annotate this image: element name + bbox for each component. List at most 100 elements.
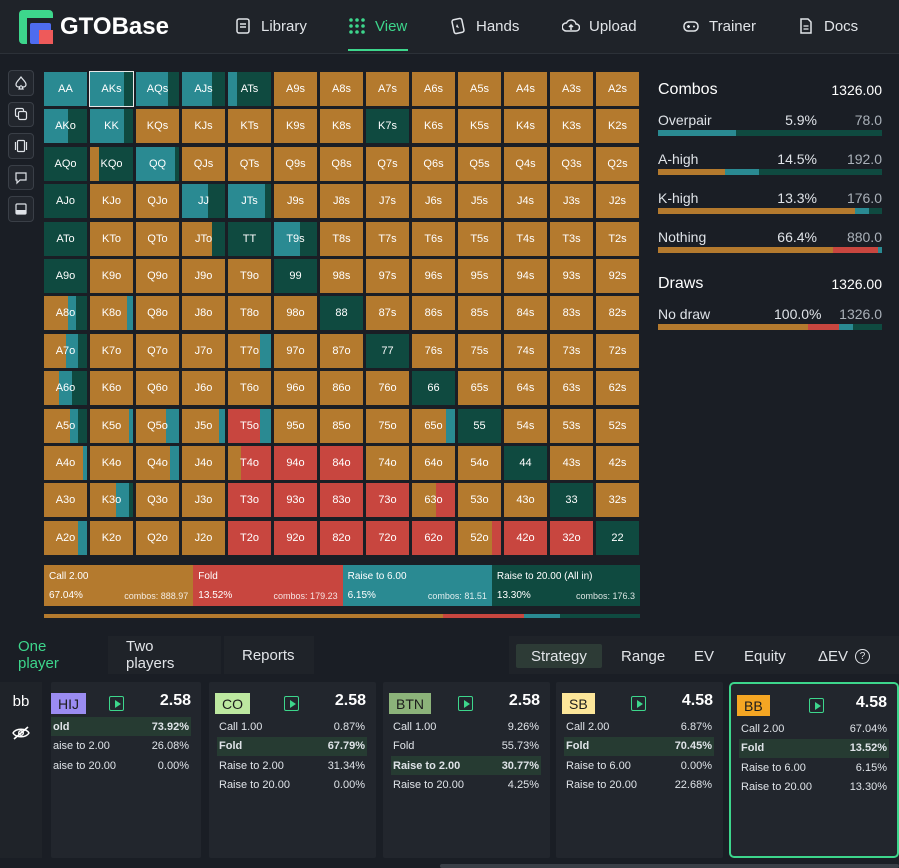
hand-cell-A9s[interactable]: A9s [273,71,318,107]
hand-cell-QJo[interactable]: QJo [135,183,180,220]
action-row[interactable]: Fold 67.79% [217,736,367,756]
hand-cell-97s[interactable]: 97s [365,258,410,294]
nav-docs[interactable]: Docs [797,17,858,35]
hand-cell-32s[interactable]: 32s [595,482,640,519]
hand-cell-Q2o[interactable]: Q2o [135,519,180,556]
hand-cell-A4s[interactable]: A4s [503,71,548,107]
hand-cell-75o[interactable]: 75o [365,407,410,444]
hand-cell-85s[interactable]: 85s [457,295,502,332]
logo-icon[interactable] [19,10,53,44]
hand-cell-A2o[interactable]: A2o [43,519,88,556]
legend-call[interactable]: Call 2.00 67.04% combos: 888.97 [44,565,194,606]
hand-cell-KTs[interactable]: KTs [227,108,272,145]
hand-cell-Q6o[interactable]: Q6o [135,370,180,407]
action-row[interactable]: Raise to 6.00 0.00% [564,756,714,775]
hand-cell-K7s[interactable]: K7s [365,108,410,145]
hand-cell-33[interactable]: 33 [549,482,594,519]
hand-cell-Q9s[interactable]: Q9s [273,145,318,182]
hand-cell-J9o[interactable]: J9o [181,258,226,294]
hand-cell-A6s[interactable]: A6s [411,71,456,107]
hand-cell-75s[interactable]: 75s [457,332,502,369]
hand-cell-72s[interactable]: 72s [595,332,640,369]
hand-cell-55[interactable]: 55 [457,407,502,444]
hand-cell-53o[interactable]: 53o [457,482,502,519]
hand-cell-Q4s[interactable]: Q4s [503,145,548,182]
eye-off-icon[interactable] [10,722,32,744]
action-row[interactable]: Raise to 6.00 6.15% [739,758,889,777]
hand-cell-97o[interactable]: 97o [273,332,318,369]
hand-cell-Q7s[interactable]: Q7s [365,145,410,182]
card-stack-icon[interactable] [8,133,34,159]
tab-equity[interactable]: Equity [744,647,786,665]
hand-cell-T8s[interactable]: T8s [319,220,364,257]
hand-cell-J9s[interactable]: J9s [273,183,318,220]
play-icon[interactable] [631,696,646,711]
hand-cell-83s[interactable]: 83s [549,295,594,332]
hand-cell-T2o[interactable]: T2o [227,519,272,556]
hand-cell-94s[interactable]: 94s [503,258,548,294]
hand-cell-83o[interactable]: 83o [319,482,364,519]
hand-cell-K2o[interactable]: K2o [89,519,134,556]
tab-ev[interactable]: EV [694,647,715,665]
action-row[interactable]: Call 2.00 67.04% [739,719,889,738]
hand-cell-J4o[interactable]: J4o [181,445,226,481]
hand-cell-J7o[interactable]: J7o [181,332,226,369]
hand-cell-53s[interactable]: 53s [549,407,594,444]
hand-cell-AQs[interactable]: AQs [135,71,180,107]
hand-cell-KJo[interactable]: KJo [89,183,134,220]
hand-cell-77[interactable]: 77 [365,332,410,369]
hand-cell-94o[interactable]: 94o [273,445,318,481]
hand-cell-J6s[interactable]: J6s [411,183,456,220]
hand-cell-98o[interactable]: 98o [273,295,318,332]
nav-view[interactable]: View [348,17,407,35]
player-panel-co[interactable]: CO 2.58 Call 1.00 0.87% Fold 67.79% Raise to 2… [209,682,376,858]
hand-cell-T3o[interactable]: T3o [227,482,272,519]
hand-cell-KTo[interactable]: KTo [89,220,134,257]
tab-range[interactable]: Range [621,647,666,665]
hand-cell-A5o[interactable]: A5o [43,407,88,444]
hand-cell-A7o[interactable]: A7o [43,332,88,369]
legend-raise-allin[interactable]: Raise to 20.00 (All in) 13.30% combos: 1… [491,565,640,606]
play-icon[interactable] [109,696,124,711]
legend-fold[interactable]: Fold 13.52% combos: 179.23 [193,565,343,606]
hand-cell-95o[interactable]: 95o [273,407,318,444]
tab-two-players[interactable]: Two players [108,636,221,674]
hand-cell-22[interactable]: 22 [595,519,640,556]
hand-cell-AJs[interactable]: AJs [181,71,226,107]
hand-cell-62o[interactable]: 62o [411,519,456,556]
hand-cell-K9o[interactable]: K9o [89,258,134,294]
hand-cell-92o[interactable]: 92o [273,519,318,556]
hand-cell-KQs[interactable]: KQs [135,108,180,145]
hand-cell-J8o[interactable]: J8o [181,295,226,332]
hand-cell-AA[interactable]: AA [43,71,88,107]
hand-cell-J6o[interactable]: J6o [181,370,226,407]
hand-cell-95s[interactable]: 95s [457,258,502,294]
hand-cell-J5o[interactable]: J5o [181,407,226,444]
hand-cell-J2o[interactable]: J2o [181,519,226,556]
action-row[interactable]: aise to 20.00 0.00% [51,756,191,775]
hand-cell-A8s[interactable]: A8s [319,71,364,107]
action-row[interactable]: Raise to 2.00 30.77% [391,756,541,775]
hand-cell-Q5o[interactable]: Q5o [135,407,180,444]
hand-cell-65s[interactable]: 65s [457,370,502,407]
combo-row[interactable]: Overpair 5.9% 78.0 [658,112,882,151]
hand-cell-KJs[interactable]: KJs [181,108,226,145]
horizontal-scrollbar[interactable] [440,864,899,868]
hand-cell-66[interactable]: 66 [411,370,456,407]
hand-cell-A9o[interactable]: A9o [43,258,88,294]
hand-cell-52o[interactable]: 52o [457,519,502,556]
hand-cell-44[interactable]: 44 [503,445,548,481]
hand-cell-A3s[interactable]: A3s [549,71,594,107]
hand-cell-AKo[interactable]: AKo [43,108,88,145]
hand-cell-A7s[interactable]: A7s [365,71,410,107]
nav-library[interactable]: Library [234,17,307,35]
hand-cell-QTo[interactable]: QTo [135,220,180,257]
hand-cell-72o[interactable]: 72o [365,519,410,556]
hand-cell-43s[interactable]: 43s [549,445,594,481]
spade-icon[interactable] [8,70,34,96]
hand-cell-96s[interactable]: 96s [411,258,456,294]
hand-cell-KQo[interactable]: KQo [89,145,134,182]
hand-cell-A2s[interactable]: A2s [595,71,640,107]
hand-cell-AKs[interactable]: AKs [89,71,134,107]
hand-cell-TT[interactable]: TT [227,220,272,257]
